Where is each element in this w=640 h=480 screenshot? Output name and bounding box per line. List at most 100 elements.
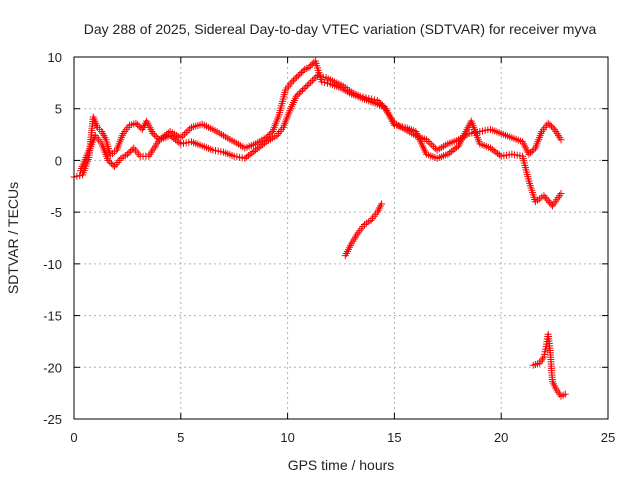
data-point <box>123 150 131 158</box>
data-point <box>527 149 535 157</box>
data-point <box>424 137 432 145</box>
data-point <box>380 103 388 111</box>
data-point <box>295 89 303 97</box>
data-point <box>426 139 434 147</box>
data-point <box>255 143 263 151</box>
data-point <box>308 77 316 85</box>
data-point <box>265 131 273 139</box>
data-point <box>541 193 549 201</box>
y-tick-label: -15 <box>43 309 62 324</box>
data-point <box>312 73 320 81</box>
data-point <box>179 132 187 140</box>
data-point <box>495 151 503 159</box>
data-point <box>444 150 452 158</box>
x-axis-label: GPS time / hours <box>288 457 395 473</box>
data-point <box>243 153 251 161</box>
data-point <box>323 79 331 87</box>
data-point <box>488 145 496 153</box>
data-point <box>525 150 533 158</box>
x-tick-label: 10 <box>280 430 294 445</box>
x-tick-label: 0 <box>70 430 77 445</box>
series-SDTVAR-d <box>529 330 569 400</box>
data-point <box>546 121 554 129</box>
data-point <box>308 60 316 68</box>
plot-frame <box>73 56 609 420</box>
y-tick-label: 10 <box>48 50 62 65</box>
data-point <box>490 147 498 155</box>
data-point <box>135 122 143 130</box>
y-tick-label: -5 <box>50 205 62 220</box>
data-point <box>177 134 185 142</box>
data-point <box>547 122 555 130</box>
data-point <box>310 75 318 83</box>
data-point <box>267 129 275 137</box>
data-point <box>186 125 194 133</box>
data-point <box>303 81 311 89</box>
data-point <box>293 73 301 81</box>
data-point <box>302 83 310 91</box>
data-point <box>297 88 305 96</box>
data-point <box>294 72 302 80</box>
data-point <box>307 78 315 86</box>
data-point <box>134 121 142 129</box>
data-point <box>314 72 322 80</box>
data-point <box>296 70 304 78</box>
data-point <box>557 136 565 144</box>
y-tick-label: -25 <box>43 412 62 427</box>
data-point <box>305 80 313 88</box>
x-tick-label: 20 <box>494 430 508 445</box>
data-point <box>530 146 538 154</box>
data-point <box>316 72 324 80</box>
data-point <box>151 131 159 139</box>
data-point <box>356 92 364 100</box>
data-point <box>76 172 84 180</box>
data-point <box>168 133 176 141</box>
data-point <box>453 143 461 151</box>
data-point <box>166 132 174 140</box>
data-point <box>244 152 252 160</box>
data-point <box>292 92 300 100</box>
gridlines <box>74 57 608 419</box>
data-point <box>305 63 313 71</box>
data-point <box>378 101 386 109</box>
data-point <box>288 78 296 86</box>
data-point <box>128 146 136 154</box>
data-point <box>182 129 190 137</box>
data-point <box>180 130 188 138</box>
data-point <box>250 147 258 155</box>
data-point <box>294 91 302 99</box>
y-tick-label: -10 <box>43 257 62 272</box>
data-point <box>307 62 315 70</box>
y-tick-label: 5 <box>55 102 62 117</box>
data-point <box>259 141 267 149</box>
data-point <box>246 150 254 158</box>
data-point <box>447 147 455 155</box>
y-axis-label: SDTVAR / TECUs <box>5 182 21 294</box>
data-point <box>528 147 536 155</box>
data-point <box>184 127 192 135</box>
data-point <box>152 133 160 141</box>
data-point <box>494 150 502 158</box>
data-point <box>430 143 438 151</box>
data-point <box>365 94 373 102</box>
data-point <box>106 158 114 166</box>
data-point <box>375 98 383 106</box>
data-point <box>297 69 305 77</box>
data-point <box>319 73 327 81</box>
data-point <box>241 154 249 162</box>
data-point <box>289 76 297 84</box>
data-point <box>368 95 376 103</box>
data-point <box>544 197 552 205</box>
data-point <box>370 96 378 104</box>
series-SDTVAR-c <box>341 200 386 260</box>
data-point <box>377 100 385 108</box>
data-point <box>446 149 454 157</box>
data-point <box>449 146 457 154</box>
data-point <box>422 136 430 144</box>
data-point <box>173 137 181 145</box>
data-point <box>300 85 308 93</box>
data-point <box>373 96 381 104</box>
data-point <box>318 78 326 86</box>
axis-ticks <box>73 56 609 420</box>
